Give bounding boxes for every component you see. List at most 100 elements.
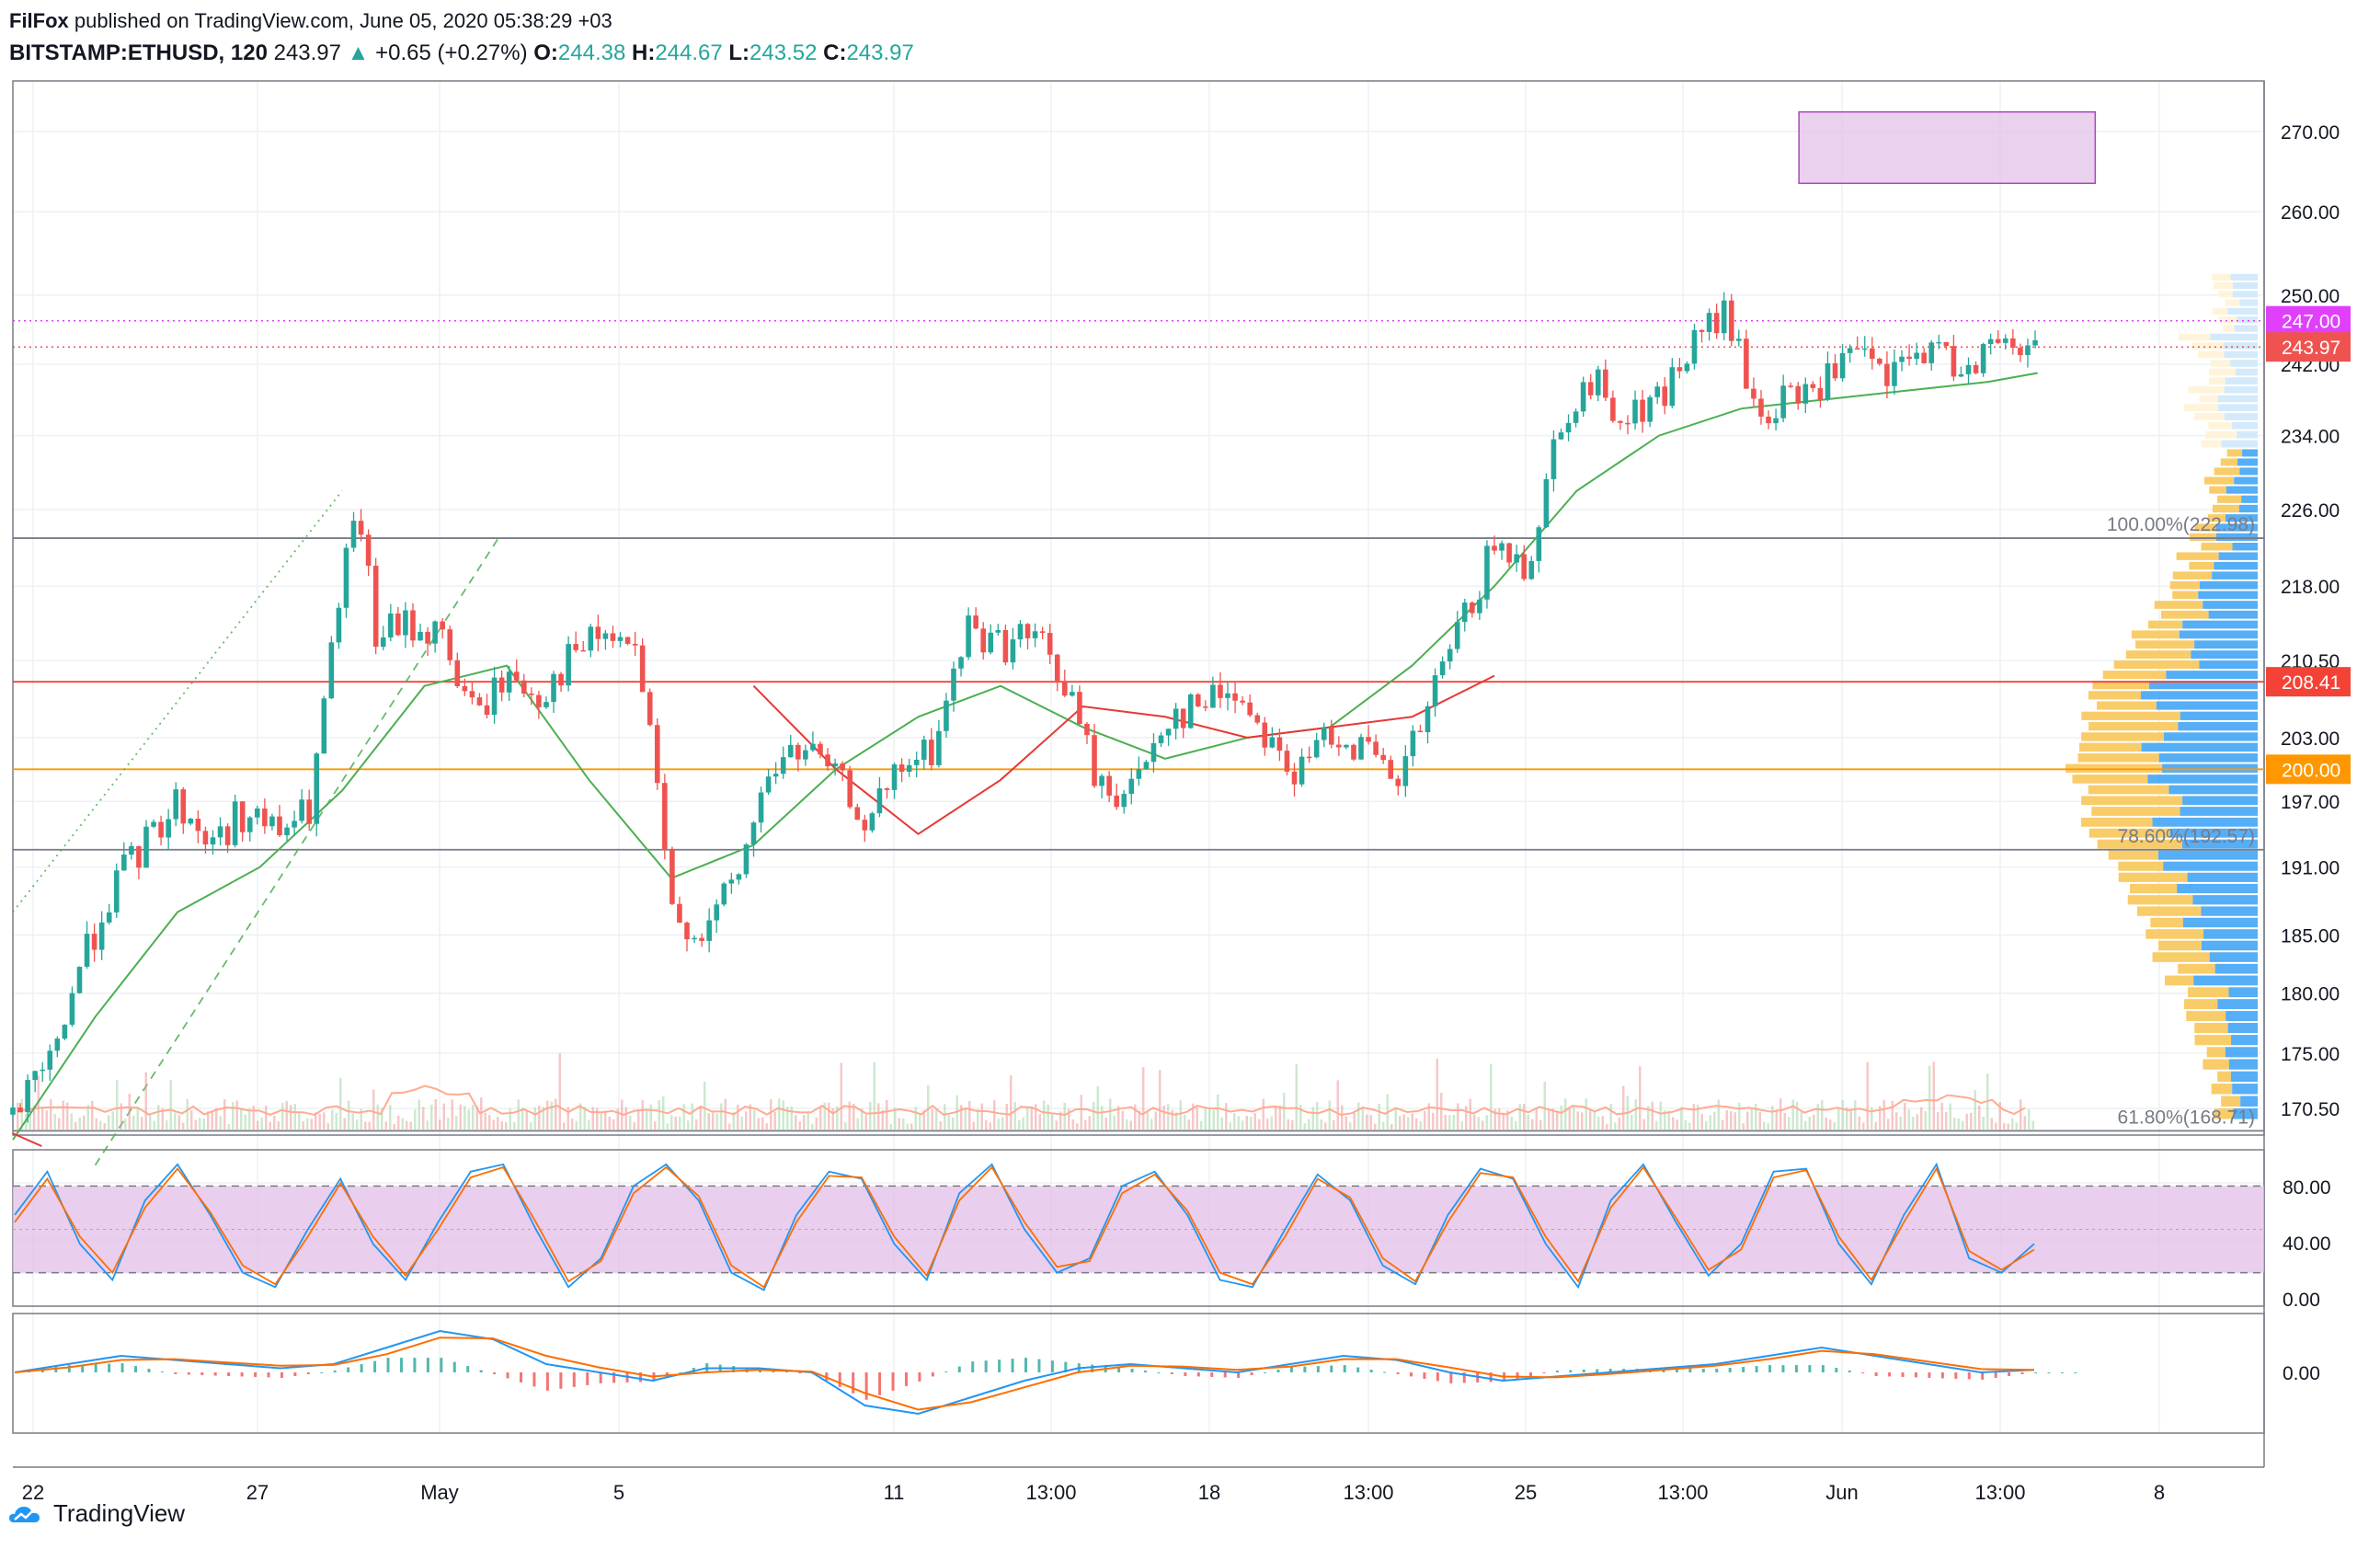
volume-bar [558, 1053, 561, 1130]
time-axis[interactable]: 22 27 May 5 11 13:00 18 13:00 25 13:00 Jun 13:00 8 [22, 1481, 2165, 1504]
volume-bar [1907, 1109, 1910, 1130]
volume-bar [1891, 1100, 1894, 1130]
candle-body [706, 920, 712, 941]
open-value: 244.38 [557, 40, 626, 65]
volume-bar [612, 1119, 615, 1130]
candle-body [432, 621, 438, 644]
macd-histogram-bar [679, 1372, 682, 1373]
candle-body [246, 817, 253, 832]
volume-bar [356, 1119, 359, 1130]
candle-body [1780, 385, 1786, 419]
volume-bar [1498, 1108, 1501, 1130]
volume-bar [252, 1106, 255, 1130]
volume-profile-bar [2208, 377, 2226, 384]
brand-name: TradingView [53, 1499, 186, 1527]
volume-bar [1510, 1117, 1513, 1130]
volume-bar [1482, 1120, 1484, 1130]
candle-body [795, 744, 801, 760]
volume-profile-bar [2234, 325, 2258, 332]
volume-profile-bar [2224, 413, 2258, 420]
candle-body [1877, 358, 1882, 364]
volume-bar [1341, 1105, 1344, 1130]
volume-profile-bar [2140, 691, 2258, 700]
candle-body [321, 698, 327, 754]
volume-bar [1126, 1119, 1128, 1130]
candle-body [454, 660, 461, 687]
volume-bar [132, 1116, 135, 1130]
macd-histogram-bar [1781, 1365, 1785, 1372]
volume-bar [579, 1103, 582, 1130]
candle-body [1313, 740, 1320, 758]
volume-bar [1440, 1093, 1443, 1130]
macd-histogram-bar [1343, 1365, 1346, 1372]
volume-bar [571, 1119, 574, 1130]
volume-bar [1804, 1120, 1807, 1130]
tradingview-footer[interactable]: TradingView [9, 1499, 185, 1528]
time-tick-label: May [420, 1481, 459, 1504]
volume-bar [1051, 1114, 1054, 1130]
volume-bar [952, 1117, 955, 1130]
volume-bar [1220, 1117, 1223, 1130]
volume-bar [591, 1107, 594, 1130]
volume-bar [108, 1115, 110, 1130]
horizontal-levels[interactable]: 100.00%(222.98) 78.60%(192.57) 61.80%(168.… [13, 319, 2264, 1132]
volume-bar [1667, 1110, 1670, 1130]
volume-bar [910, 1123, 913, 1130]
candle-body [966, 615, 971, 658]
candle-body [921, 740, 927, 760]
volume-bar [235, 1100, 238, 1130]
author-name[interactable]: FilFox [9, 9, 69, 32]
volume-profile-bar [2194, 1035, 2232, 1046]
volume-bar [1192, 1103, 1195, 1130]
candle-body [1817, 387, 1824, 400]
volume-bar [1912, 1117, 1915, 1130]
volume-bar [1899, 1116, 1902, 1130]
volume-bar [658, 1099, 660, 1130]
volume-bar [1862, 1122, 1865, 1130]
candle-body [1344, 744, 1349, 748]
volume-bar [1241, 1120, 1244, 1130]
candle-body [951, 668, 956, 701]
volume-bar [521, 1107, 524, 1130]
candle-body [699, 937, 704, 941]
volume-bar [720, 1103, 723, 1130]
candle-body [484, 705, 490, 716]
symbol-name[interactable]: BITSTAMP:ETHUSD, 120 [9, 40, 268, 65]
volume-bar [732, 1111, 735, 1130]
volume-bar [447, 1118, 450, 1130]
volume-bar [29, 1110, 31, 1130]
volume-profile-bar [2212, 571, 2258, 579]
candle-body [84, 934, 90, 968]
volume-bar [1755, 1103, 1757, 1130]
volume-profile-bar [2181, 839, 2258, 849]
candle-body [17, 1107, 23, 1113]
volume-bar [194, 1119, 197, 1130]
candle-body [1165, 729, 1172, 736]
price-tick-label: 203.00 [2281, 729, 2340, 750]
candle-body [173, 789, 179, 820]
volume-bar [215, 1107, 218, 1130]
volume-bar [1515, 1120, 1517, 1130]
candle-body [1262, 722, 1268, 748]
macd-histogram-bar [1449, 1372, 1453, 1383]
volume-bar [310, 1119, 313, 1130]
candle-body [106, 912, 112, 923]
volume-bar [384, 1121, 387, 1130]
volume-bar [1005, 1104, 1008, 1130]
volume-bar [1171, 1109, 1173, 1130]
resistance-zone[interactable] [1798, 110, 2097, 185]
volume-bar [372, 1089, 375, 1130]
volume-profile-bar [2158, 753, 2258, 763]
candle-body [1928, 342, 1935, 363]
volume-profile-bar [2214, 467, 2240, 476]
volume-bar [1556, 1110, 1559, 1130]
candle-body [350, 521, 357, 548]
volume-bar [1035, 1104, 1037, 1130]
macd-histogram-bar [1303, 1366, 1307, 1372]
volume-bar [1700, 1113, 1703, 1130]
macd-histogram-bar [213, 1372, 217, 1376]
candle-body [1047, 633, 1053, 655]
price-tick-label: 270.00 [2281, 122, 2340, 143]
trend-lines[interactable] [12, 490, 499, 1166]
